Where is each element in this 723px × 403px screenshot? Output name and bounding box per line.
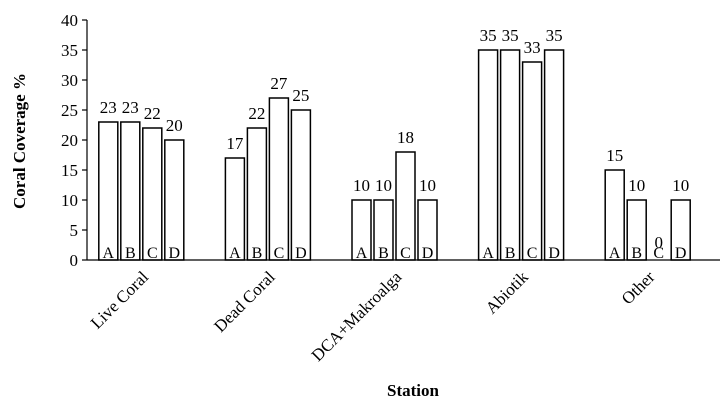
bars: 23 A 23 B 22 C 20 D 17 A 22 B 27 C 25 D 10 A 10 B 18 C 10 D 35 A 3… bbox=[98, 26, 691, 262]
bar bbox=[395, 151, 416, 261]
y-tick-label: 30 bbox=[61, 71, 78, 90]
x-category-label: Dead Coral bbox=[210, 267, 279, 336]
x-category-label: DCA+Makroalga bbox=[308, 267, 406, 365]
y-tick-label: 35 bbox=[61, 41, 78, 60]
station-letter-label: A bbox=[356, 245, 368, 262]
station-letter-label: A bbox=[103, 245, 115, 262]
data-label: 17 bbox=[226, 134, 244, 153]
station-letter-label: D bbox=[169, 245, 181, 262]
bar bbox=[543, 49, 565, 261]
station-letter-label: A bbox=[609, 245, 621, 262]
data-label: 18 bbox=[397, 128, 414, 147]
y-axis-ticks: 0 5 10 15 20 25 30 35 40 bbox=[61, 11, 87, 270]
y-tick-label: 40 bbox=[61, 11, 78, 30]
x-axis-title: Station bbox=[387, 381, 440, 400]
station-letter-label: B bbox=[125, 245, 136, 262]
bar bbox=[477, 49, 499, 261]
y-tick-label: 25 bbox=[61, 101, 78, 120]
data-label: 22 bbox=[144, 104, 161, 123]
bar bbox=[142, 127, 163, 261]
station-letter-label: D bbox=[422, 245, 434, 262]
bar bbox=[120, 121, 141, 261]
station-letter-label: B bbox=[252, 245, 263, 262]
bar bbox=[268, 97, 290, 261]
station-letter-label: C bbox=[400, 245, 411, 262]
bar bbox=[246, 127, 268, 261]
data-label: 10 bbox=[353, 176, 370, 195]
data-label: 10 bbox=[672, 176, 689, 195]
station-letter-label: D bbox=[548, 245, 560, 262]
data-label: 35 bbox=[546, 26, 563, 45]
station-letter-label: C bbox=[653, 245, 664, 262]
x-category-label: Abiotik bbox=[482, 267, 533, 318]
bar bbox=[290, 109, 312, 261]
x-axis-categories: Live Coral Dead Coral DCA+Makroalga Abiotik… bbox=[87, 267, 659, 365]
data-label: 35 bbox=[502, 26, 519, 45]
station-letter-label: B bbox=[631, 245, 642, 262]
station-letter-label: D bbox=[295, 245, 307, 262]
bar bbox=[164, 139, 185, 261]
data-label: 33 bbox=[524, 38, 541, 57]
data-label: 25 bbox=[292, 86, 309, 105]
bar bbox=[499, 49, 521, 261]
station-letter-label: D bbox=[675, 245, 687, 262]
data-label: 15 bbox=[606, 146, 623, 165]
data-label: 23 bbox=[100, 98, 117, 117]
data-label: 20 bbox=[166, 116, 183, 135]
station-letter-label: A bbox=[229, 245, 241, 262]
station-letter-label: C bbox=[274, 245, 285, 262]
x-category-label: Live Coral bbox=[87, 267, 152, 332]
y-tick-label: 20 bbox=[61, 131, 78, 150]
bar bbox=[98, 121, 119, 261]
station-letter-label: B bbox=[505, 245, 516, 262]
data-label: 10 bbox=[375, 176, 392, 195]
data-label: 10 bbox=[419, 176, 436, 195]
bar bbox=[521, 61, 543, 261]
data-label: 10 bbox=[628, 176, 645, 195]
x-category-label: Other bbox=[618, 267, 659, 308]
data-label: 22 bbox=[248, 104, 265, 123]
y-tick-label: 10 bbox=[61, 191, 78, 210]
data-label: 23 bbox=[122, 98, 139, 117]
station-letter-label: A bbox=[482, 245, 494, 262]
y-tick-label: 15 bbox=[61, 161, 78, 180]
data-label: 27 bbox=[270, 74, 288, 93]
y-tick-label: 0 bbox=[70, 251, 79, 270]
y-tick-label: 5 bbox=[70, 221, 79, 240]
data-label: 0 bbox=[654, 233, 663, 252]
y-axis-title: Coral Coverage % bbox=[10, 73, 29, 209]
station-letter-label: B bbox=[378, 245, 389, 262]
station-letter-label: C bbox=[527, 245, 538, 262]
data-label: 35 bbox=[480, 26, 497, 45]
station-letter-label: C bbox=[147, 245, 158, 262]
